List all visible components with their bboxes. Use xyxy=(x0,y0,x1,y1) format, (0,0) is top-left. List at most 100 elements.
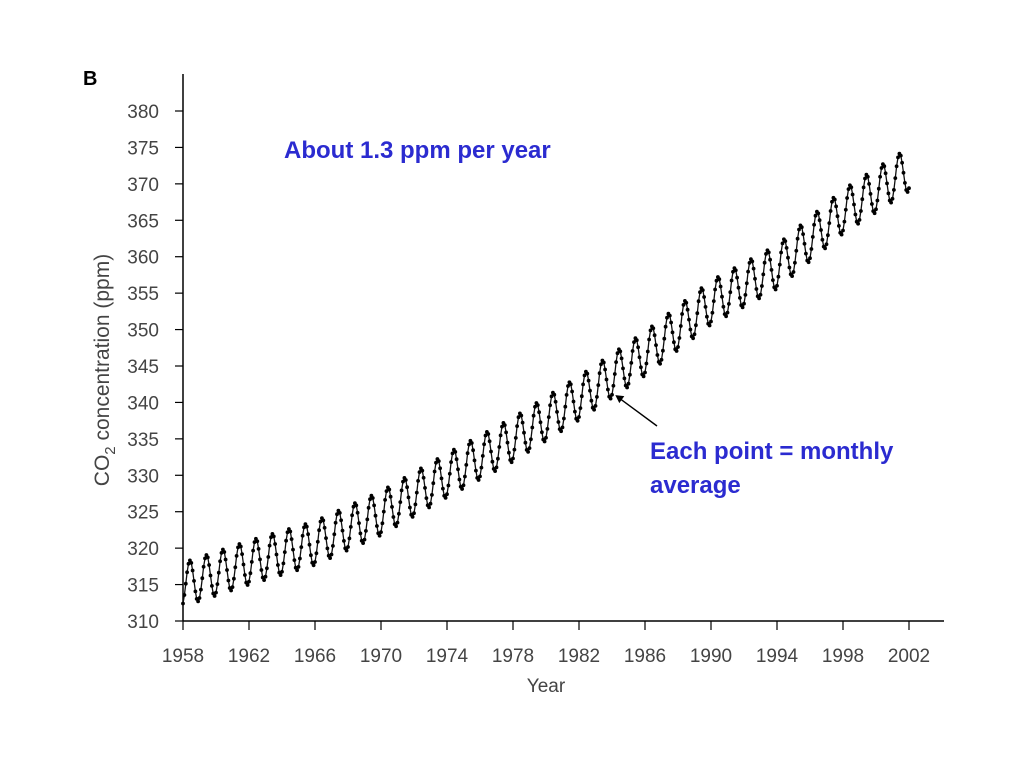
data-point xyxy=(515,424,519,428)
data-point xyxy=(394,524,398,529)
data-point xyxy=(212,594,217,598)
data-point xyxy=(240,552,245,556)
data-point xyxy=(718,284,723,289)
data-point xyxy=(823,246,827,251)
data-point xyxy=(370,496,375,500)
data-point xyxy=(549,394,554,399)
data-point xyxy=(720,294,724,299)
data-point xyxy=(736,285,741,290)
data-point xyxy=(710,310,715,315)
data-point xyxy=(267,543,272,548)
data-point xyxy=(414,490,419,495)
data-point xyxy=(876,186,881,191)
data-point xyxy=(566,384,570,388)
data-point xyxy=(676,345,680,349)
data-point xyxy=(299,545,304,549)
data-point xyxy=(519,413,524,418)
data-point xyxy=(632,340,636,344)
data-point xyxy=(593,404,598,408)
data-point xyxy=(372,503,376,508)
data-point xyxy=(608,396,613,401)
data-point xyxy=(282,550,287,554)
data-point xyxy=(460,487,464,491)
data-point xyxy=(304,524,309,529)
data-point xyxy=(839,232,844,237)
x-tick-label: 1958 xyxy=(162,646,204,667)
data-point xyxy=(504,430,508,435)
data-point xyxy=(845,196,849,200)
data-point xyxy=(883,171,888,176)
data-point xyxy=(783,239,788,244)
data-point xyxy=(619,356,624,361)
data-point xyxy=(471,448,475,453)
data-point xyxy=(200,576,205,581)
data-point xyxy=(813,213,818,218)
data-point xyxy=(596,383,601,387)
data-point xyxy=(714,278,719,283)
data-point xyxy=(797,227,801,232)
data-point xyxy=(193,589,198,594)
y-tick-label: 370 xyxy=(127,175,159,196)
data-point xyxy=(453,450,458,454)
data-point xyxy=(669,320,673,325)
data-point xyxy=(291,547,295,552)
data-point xyxy=(544,435,548,440)
data-point xyxy=(674,349,679,353)
data-point xyxy=(346,545,350,549)
data-point xyxy=(196,599,201,604)
data-point xyxy=(529,437,533,442)
data-point xyxy=(413,502,418,507)
data-point xyxy=(424,496,429,500)
data-point xyxy=(500,424,504,429)
data-point xyxy=(430,493,434,497)
data-point xyxy=(256,547,261,551)
data-point xyxy=(445,492,449,497)
data-point xyxy=(214,590,218,595)
data-point xyxy=(853,212,858,217)
data-point xyxy=(222,550,227,554)
data-point xyxy=(733,268,738,273)
data-point xyxy=(794,248,799,253)
data-point xyxy=(307,542,312,547)
data-point xyxy=(663,324,668,329)
data-point xyxy=(589,398,594,403)
data-point xyxy=(399,488,404,493)
data-point xyxy=(578,406,583,410)
data-point xyxy=(721,304,726,309)
data-point xyxy=(702,295,706,299)
data-point xyxy=(276,563,280,567)
data-point xyxy=(875,198,880,203)
data-point xyxy=(577,415,581,419)
data-point xyxy=(362,537,367,542)
data-point xyxy=(226,578,231,583)
data-point xyxy=(365,517,370,522)
data-point xyxy=(480,454,485,458)
data-point xyxy=(208,573,213,578)
ticks: 310 315 320 325 330 335 340 345 350 355 360 365 370 3… xyxy=(127,102,930,667)
data-point xyxy=(604,377,609,382)
data-point xyxy=(898,153,903,158)
data-point xyxy=(661,348,665,353)
data-point xyxy=(786,255,790,260)
data-point xyxy=(850,192,855,197)
data-point xyxy=(496,456,500,461)
series-group xyxy=(181,151,911,606)
data-point xyxy=(670,330,675,335)
data-point xyxy=(804,251,808,256)
data-point xyxy=(727,302,731,306)
data-point xyxy=(432,469,437,474)
data-point xyxy=(615,351,620,356)
data-point xyxy=(696,299,701,304)
data-point xyxy=(542,439,547,444)
data-point xyxy=(339,518,343,523)
data-point xyxy=(556,420,561,424)
data-point xyxy=(553,399,558,404)
data-point xyxy=(705,314,709,319)
data-point xyxy=(390,505,394,509)
data-point xyxy=(672,340,676,345)
data-point xyxy=(645,349,650,354)
data-point xyxy=(225,568,229,572)
data-point xyxy=(742,301,746,306)
data-point xyxy=(379,530,383,534)
